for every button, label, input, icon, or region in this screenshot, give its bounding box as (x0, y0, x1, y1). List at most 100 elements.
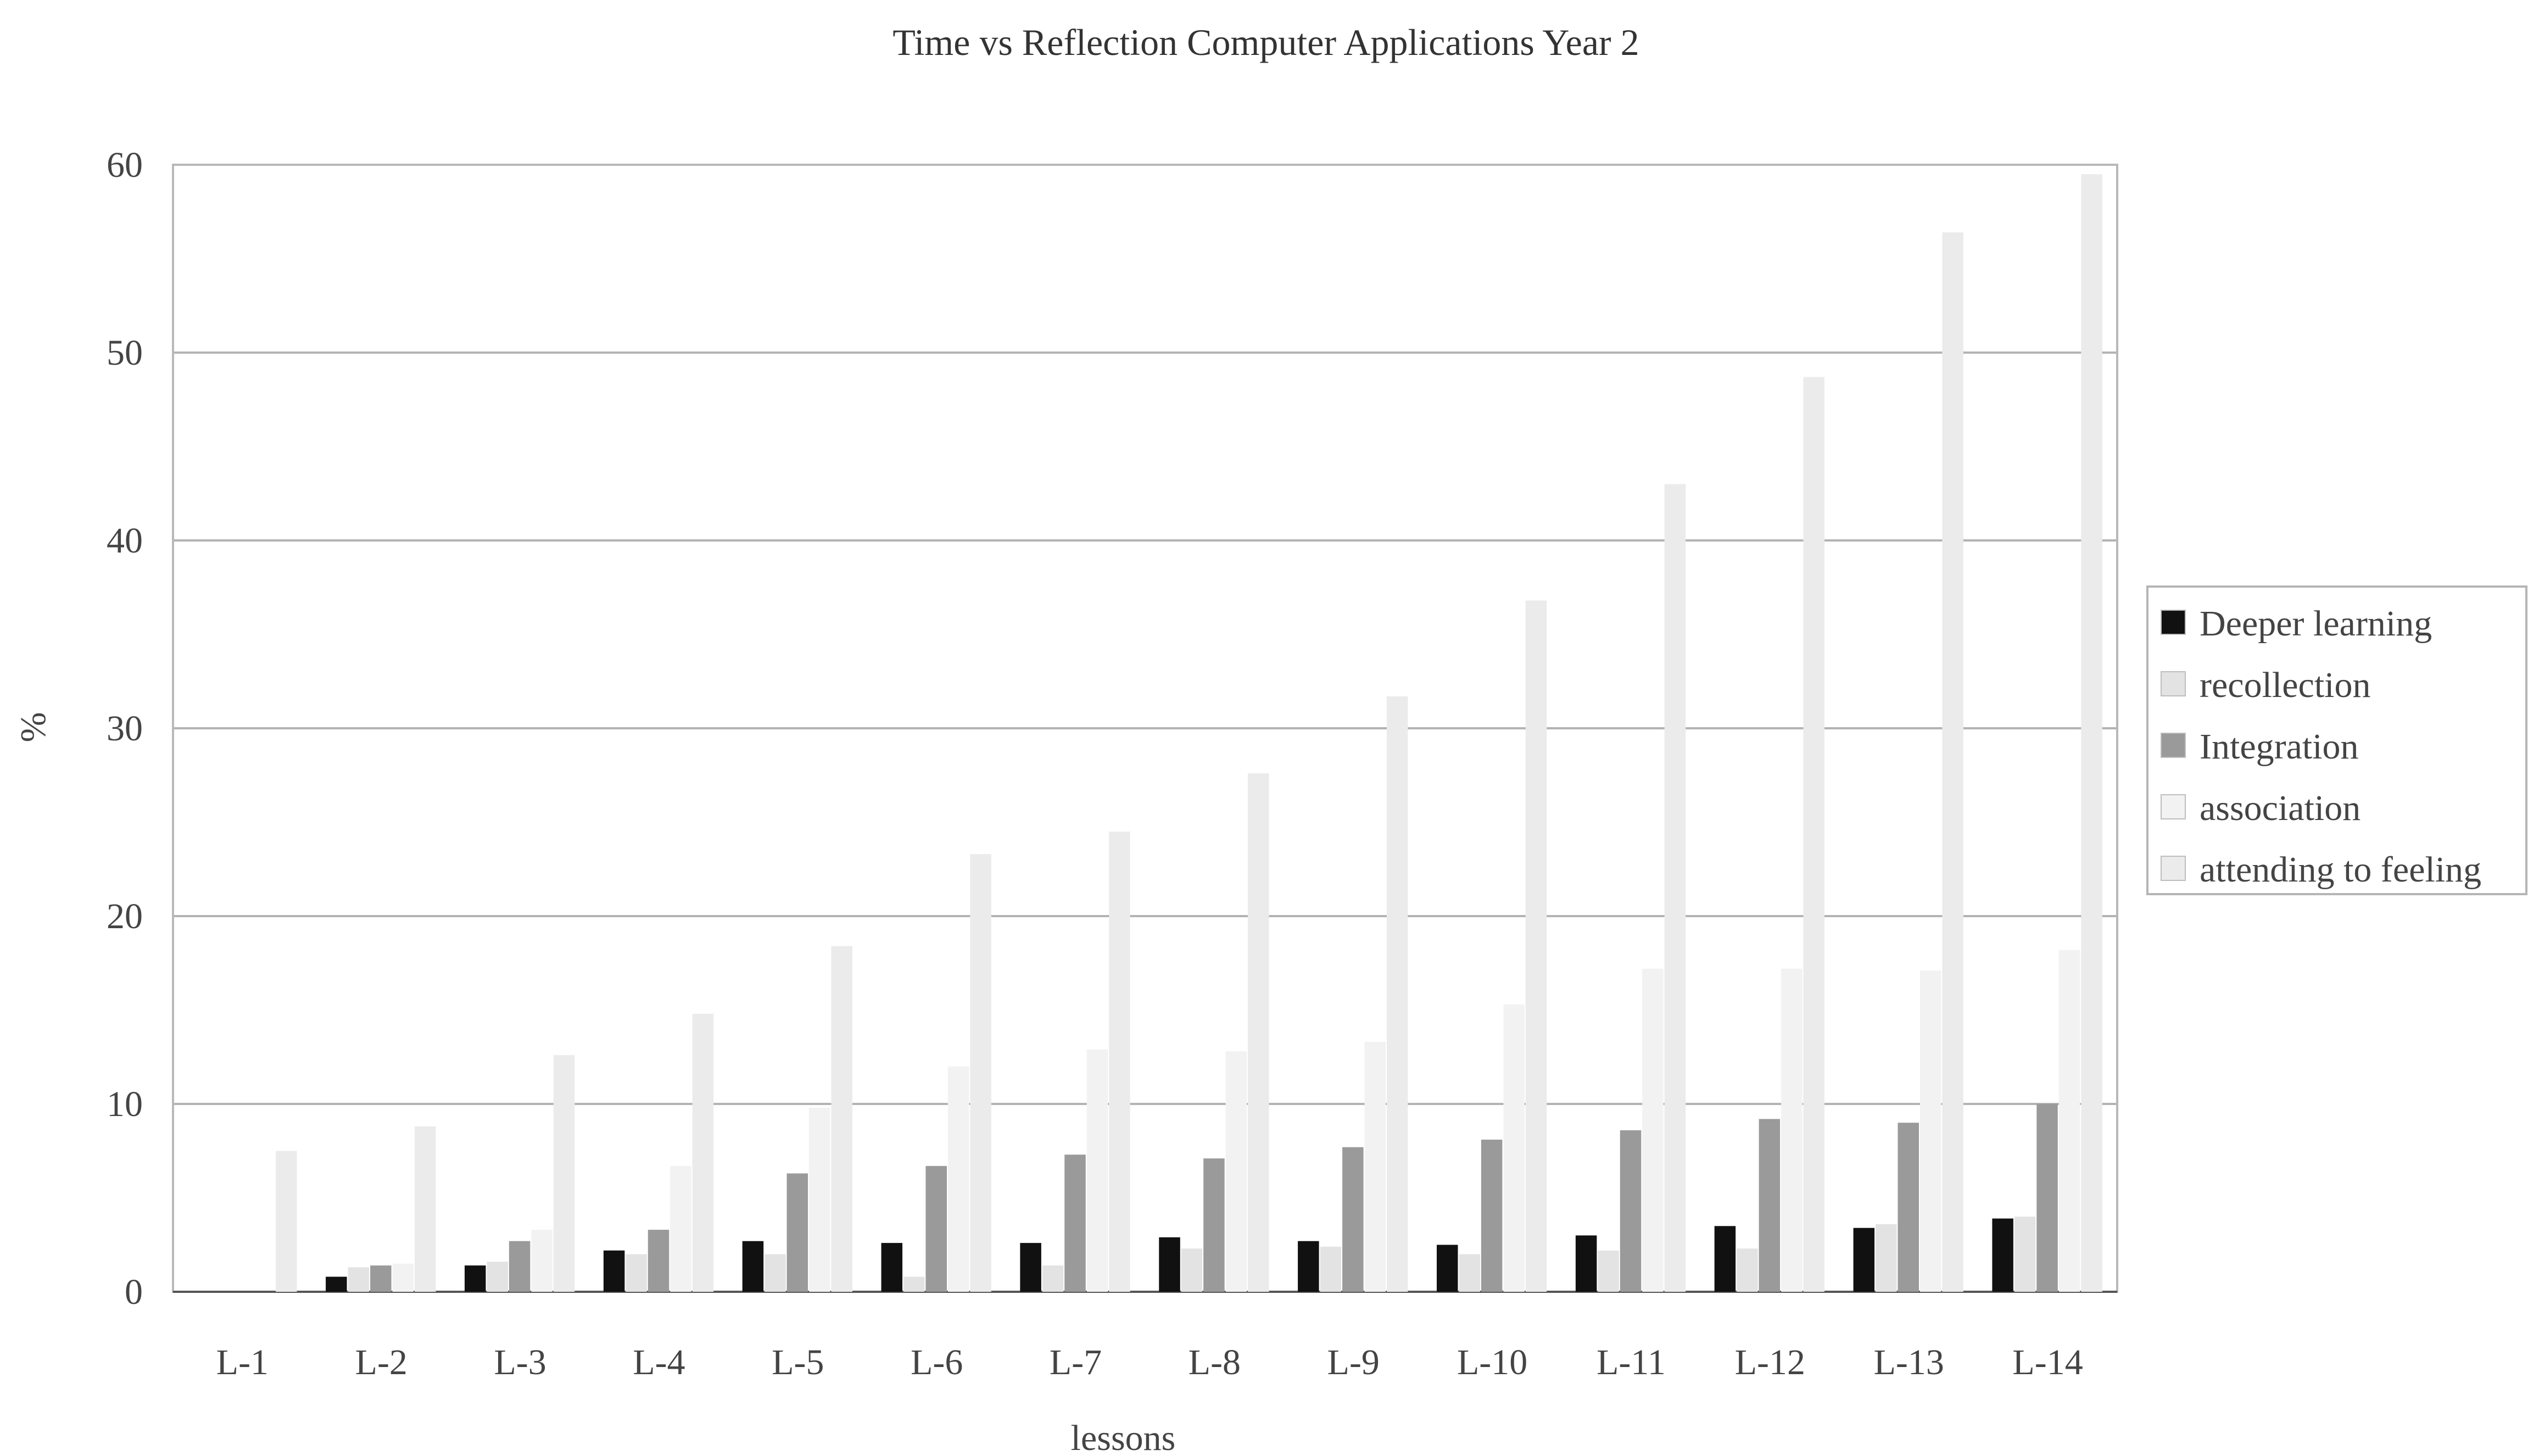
legend-items: Deeper learning recollection Integration as… (2161, 604, 2481, 890)
x-tick-label: L-1 (216, 1342, 269, 1382)
bar (1664, 484, 1686, 1292)
bar (370, 1265, 392, 1292)
bar (1525, 600, 1547, 1292)
bar (487, 1262, 508, 1292)
x-tick-label: L-8 (1188, 1342, 1241, 1382)
bar (1598, 1250, 1619, 1292)
bar (786, 1173, 808, 1292)
x-tick-label: L-3 (494, 1342, 546, 1382)
y-tick-label: 30 (107, 709, 143, 749)
bar (1225, 1051, 1247, 1292)
x-tick-label: L-14 (2012, 1342, 2083, 1382)
x-tick-label: L-9 (1327, 1342, 1380, 1382)
bar (348, 1267, 370, 1292)
bar (1387, 696, 1408, 1292)
bar (1342, 1147, 1364, 1292)
bar (2014, 1217, 2036, 1292)
grid-lines (173, 164, 2117, 1105)
bar (276, 1151, 297, 1292)
legend-label: Deeper learning (2200, 604, 2432, 644)
bar (1620, 1130, 1642, 1292)
bar (764, 1254, 786, 1292)
bar (2036, 1104, 2058, 1292)
bar (415, 1126, 436, 1292)
legend-label: recollection (2200, 665, 2371, 705)
bar (1481, 1140, 1503, 1292)
bar (626, 1254, 647, 1292)
y-axis-title: % (13, 712, 53, 743)
bar (1876, 1224, 1897, 1292)
bar (831, 946, 852, 1292)
bar (1109, 832, 1130, 1292)
bar (1437, 1245, 1458, 1292)
bar (1203, 1158, 1225, 1292)
bar (670, 1165, 691, 1292)
y-tick-label: 0 (125, 1272, 143, 1312)
y-tick-label: 20 (107, 896, 143, 936)
x-tick-label: L-2 (355, 1342, 408, 1382)
bar (1181, 1248, 1203, 1292)
bar (1898, 1123, 1919, 1292)
x-tick-label: L-13 (1874, 1342, 1944, 1382)
bar (1064, 1154, 1086, 1292)
y-tick-label: 10 (107, 1084, 143, 1124)
bar (881, 1243, 903, 1292)
x-tick-label: L-12 (1735, 1342, 1805, 1382)
bar (648, 1230, 669, 1292)
bar (1781, 968, 1802, 1292)
bar (1159, 1237, 1180, 1292)
bar (603, 1250, 625, 1292)
bar (1853, 1228, 1875, 1292)
bar (925, 1165, 947, 1292)
chart-title: Time vs Reflection Computer Applications… (892, 21, 1639, 63)
bar (392, 1263, 414, 1292)
bar (531, 1230, 553, 1292)
legend-label: Integration (2200, 727, 2359, 767)
legend-frame (2146, 585, 2527, 895)
bar (809, 1107, 830, 1292)
x-tick-label: L-5 (772, 1342, 824, 1382)
bar (553, 1055, 575, 1292)
x-axis-title: lessons (1071, 1418, 1176, 1456)
bar (465, 1265, 486, 1292)
x-axis: L-1 L-2 L-3 L-4 L-5 L-6 L-7 L-8 L-9 L-10 L-11 L-12 L… (216, 1342, 2083, 1382)
bar (692, 1013, 714, 1292)
y-tick-label: 60 (107, 145, 143, 185)
bar (1942, 232, 1963, 1292)
y-tick-label: 50 (107, 333, 143, 373)
bar (1320, 1246, 1342, 1292)
bar (326, 1276, 347, 1292)
bar (2058, 950, 2080, 1292)
legend-swatch (2161, 856, 2186, 881)
bar (1992, 1218, 2013, 1292)
legend-swatch (2161, 794, 2186, 819)
bar (1298, 1241, 1319, 1292)
bars (276, 174, 2102, 1292)
bar (1759, 1119, 1781, 1292)
bar (1803, 377, 1824, 1292)
bar (1737, 1248, 1758, 1292)
bar (947, 1066, 969, 1292)
bar (1086, 1049, 1108, 1292)
bar (1575, 1235, 1597, 1292)
bar (1459, 1254, 1480, 1292)
legend-label: association (2200, 788, 2360, 828)
bar (742, 1241, 764, 1292)
x-tick-label: L-10 (1457, 1342, 1527, 1382)
bar (1020, 1243, 1041, 1292)
legend-label: attending to feeling (2200, 850, 2481, 890)
legend: Deeper learning recollection Integration as… (2146, 585, 2527, 895)
legend-swatch (2161, 610, 2186, 635)
bar (903, 1276, 925, 1292)
x-tick-label: L-6 (911, 1342, 963, 1382)
legend-swatch (2161, 733, 2186, 758)
bar (970, 854, 991, 1292)
legend-swatch (2161, 671, 2186, 696)
bar (2081, 174, 2102, 1292)
y-tick-label: 40 (107, 521, 143, 561)
x-tick-label: L-7 (1050, 1342, 1102, 1382)
bar (509, 1241, 531, 1292)
x-tick-label: L-4 (633, 1342, 685, 1382)
bar (1642, 968, 1664, 1292)
